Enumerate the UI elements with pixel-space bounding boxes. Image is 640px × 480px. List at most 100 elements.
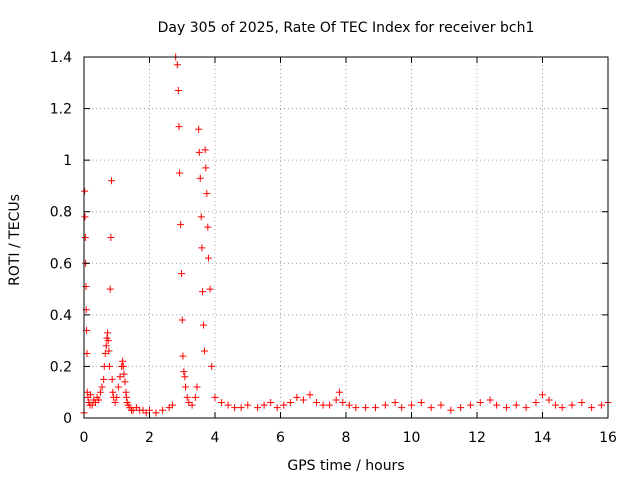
data-point [319, 401, 327, 409]
data-point [96, 388, 104, 396]
data-point [195, 148, 203, 156]
data-point [362, 404, 370, 412]
data-point [152, 409, 160, 417]
data-point [457, 404, 465, 412]
data-point [237, 404, 245, 412]
x-tick-labels: 0 2 4 6 8 10 12 14 16 [80, 430, 617, 446]
x-tick-label: 12 [468, 430, 486, 446]
y-tick-label: 0.4 [50, 308, 72, 324]
data-point [100, 375, 108, 383]
data-point [427, 404, 435, 412]
data-point [486, 396, 494, 404]
data-point [108, 375, 116, 383]
y-axis-label: ROTI / TECUs [7, 194, 23, 286]
data-point [545, 396, 553, 404]
data-point [183, 393, 191, 401]
axis-ticks [83, 56, 609, 419]
data-point [203, 190, 211, 198]
data-point [201, 146, 209, 154]
data-point [123, 393, 131, 401]
data-point [181, 373, 189, 381]
data-point [111, 399, 119, 407]
data-point [437, 401, 445, 409]
data-point [381, 401, 389, 409]
data-point [502, 404, 510, 412]
data-points [80, 53, 612, 417]
data-point [345, 401, 353, 409]
data-point [313, 399, 321, 407]
data-point [107, 234, 115, 241]
data-point [81, 213, 89, 221]
data-point [201, 347, 209, 355]
data-point [101, 350, 109, 358]
data-point [102, 342, 110, 350]
data-point [254, 404, 262, 412]
data-point [391, 399, 399, 407]
x-tick-label: 0 [80, 430, 89, 446]
data-point [326, 401, 334, 409]
data-point [198, 244, 206, 252]
data-point [597, 401, 605, 409]
data-point [332, 396, 340, 404]
data-point [231, 404, 239, 412]
data-point [116, 373, 124, 381]
data-point [244, 401, 252, 409]
data-point [159, 406, 167, 414]
data-point [293, 393, 301, 401]
data-point [218, 399, 226, 407]
data-point [196, 174, 204, 182]
data-point [191, 393, 199, 401]
x-tick-label: 2 [145, 430, 154, 446]
data-point [532, 399, 540, 407]
data-point [195, 125, 203, 133]
data-point [197, 213, 205, 221]
data-point [168, 401, 176, 409]
data-point [188, 401, 196, 409]
data-point [177, 221, 185, 229]
data-point [81, 187, 89, 195]
data-point [224, 401, 232, 409]
data-point [352, 404, 360, 412]
data-point [104, 329, 112, 337]
data-point [121, 378, 129, 386]
data-point [114, 383, 122, 391]
data-point [199, 288, 207, 296]
data-point [174, 87, 182, 95]
y-tick-label: 1.2 [50, 102, 72, 118]
y-tick-labels: 0 0.2 0.4 0.6 0.8 1 1.2 1.4 [50, 50, 72, 427]
data-point [512, 401, 520, 409]
y-tick-label: 1 [63, 153, 72, 169]
data-point [371, 404, 379, 412]
data-point [176, 169, 184, 177]
data-point [522, 404, 530, 412]
data-point [539, 391, 546, 399]
data-point [335, 388, 343, 396]
data-point [122, 388, 130, 396]
data-point [178, 270, 186, 278]
data-point [106, 285, 114, 293]
data-point [119, 362, 127, 370]
data-point [339, 399, 347, 407]
x-tick-label: 8 [342, 430, 351, 446]
data-point [408, 401, 415, 409]
data-point [578, 399, 586, 407]
data-point [493, 401, 501, 409]
data-point [105, 347, 113, 355]
data-point [106, 362, 114, 370]
x-tick-label: 10 [403, 430, 421, 446]
x-axis-label: GPS time / hours [287, 458, 404, 474]
data-point [299, 396, 307, 404]
data-point [206, 285, 214, 293]
y-tick-label: 0.6 [50, 256, 72, 272]
data-point [273, 404, 281, 412]
data-point [200, 321, 208, 329]
data-point [552, 401, 560, 409]
data-point [95, 396, 103, 404]
data-point [280, 401, 288, 409]
data-point [104, 337, 112, 345]
data-point [447, 406, 455, 414]
data-point [204, 254, 212, 262]
data-point [108, 177, 116, 185]
data-point [178, 316, 186, 324]
